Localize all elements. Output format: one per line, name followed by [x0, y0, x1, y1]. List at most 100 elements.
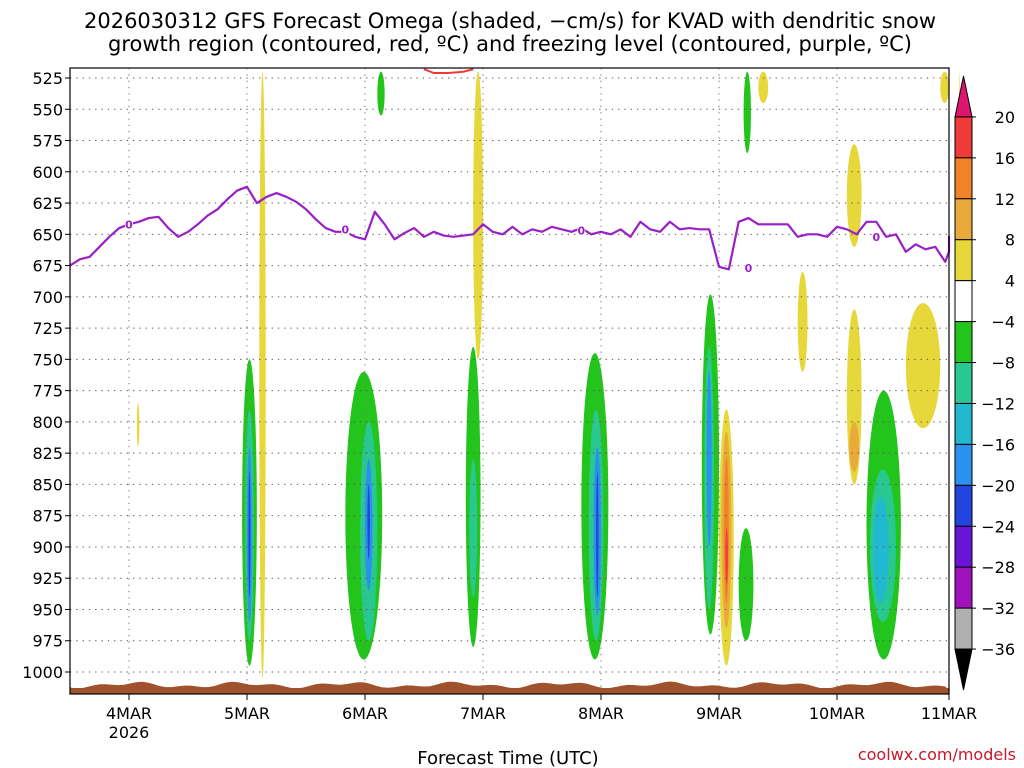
freezing-level-contour	[69, 185, 951, 271]
omega-blob-38	[377, 71, 385, 116]
omega-blob-25	[849, 421, 860, 472]
colorbar-label-10: −24	[981, 517, 1015, 536]
y-tick-label-875: 875	[32, 507, 63, 526]
omega-blob-11	[469, 459, 478, 597]
colorbar-label-11: −28	[981, 558, 1015, 577]
freezing-label-bg-2	[577, 224, 586, 237]
colorbar-label-8: −16	[981, 435, 1015, 454]
x-axis-label: Forecast Time (UTC)	[417, 748, 598, 768]
x-tick-sublabel-4MAR: 2026	[109, 723, 150, 742]
omega-blob-40	[136, 403, 140, 447]
y-tick-label-825: 825	[32, 444, 63, 463]
colorbar-swatch-6	[954, 321, 973, 364]
omega-blob-23	[738, 528, 754, 641]
colorbar-swatch-5	[954, 280, 973, 323]
contour-layer: 0 0 0 0 0	[69, 68, 951, 275]
colorbar-label-3: 8	[1005, 231, 1015, 250]
y-tick-label-950: 950	[32, 600, 63, 619]
omega-shading-layer	[136, 71, 965, 679]
dgz-contour	[423, 68, 474, 74]
omega-blob-36	[846, 144, 862, 247]
chart-title-line-2: growth region (contoured, red, ºC) and f…	[108, 32, 912, 56]
terrain-profile	[70, 681, 949, 694]
colorbar-swatch-13	[954, 607, 973, 650]
plot-frame	[69, 67, 950, 695]
freezing-label-bg-4	[872, 230, 881, 243]
omega-blob-35	[743, 71, 751, 154]
y-tick-label-975: 975	[32, 632, 63, 651]
y-tick-label-925: 925	[32, 569, 63, 588]
x-tick-label-6MAR: 6MAR	[342, 704, 388, 723]
omega-blob-39	[797, 271, 808, 372]
freezing-level-label: 0	[125, 218, 133, 231]
x-tick-label-9MAR: 9MAR	[696, 704, 742, 723]
y-tick-label-525: 525	[32, 69, 63, 88]
colorbar-swatch-7	[954, 362, 973, 404]
omega-blob-9	[473, 71, 484, 360]
x-tick-label-11MAR: 11MAR	[921, 704, 977, 723]
colorbar-cap-top	[954, 75, 973, 118]
x-tick-label-4MAR: 4MAR	[106, 704, 152, 723]
omega-blob-28	[872, 496, 889, 604]
colorbar-swatch-11	[954, 525, 973, 568]
colorbar-label-5: −4	[991, 313, 1015, 332]
x-tick-label-10MAR: 10MAR	[809, 704, 865, 723]
freezing-level-label: 0	[745, 262, 753, 275]
omega-blob-4	[248, 471, 251, 597]
omega-blob-18	[706, 371, 712, 547]
colorbar-label-13: −36	[981, 640, 1015, 659]
freezing-level-label: 0	[578, 225, 586, 238]
y-tick-label-1000: 1000	[22, 663, 63, 682]
y-tick-label-850: 850	[32, 475, 63, 494]
y-tick-label-600: 600	[32, 163, 63, 182]
colorbar-cap-bottom	[954, 648, 973, 691]
x-tick-label-8MAR: 8MAR	[578, 704, 624, 723]
chart-title: 2026030312 GFS Forecast Omega (shaded, −…	[84, 9, 936, 56]
y-tick-label-700: 700	[32, 288, 63, 307]
omega-blob-8	[367, 484, 370, 560]
colorbar-label-12: −32	[981, 599, 1015, 618]
colorbar: 20 16 12 8 4 −4 −8 −12 −16 −20 −24 −28 −32 −36	[954, 75, 1015, 691]
omega-blob-22	[725, 528, 728, 585]
y-tick-label-575: 575	[32, 132, 63, 151]
y-tick-label-625: 625	[32, 194, 63, 213]
colorbar-label-7: −12	[981, 394, 1015, 413]
colorbar-swatch-1	[954, 116, 973, 159]
y-tick-label-900: 900	[32, 538, 63, 557]
colorbar-swatch-8	[954, 402, 973, 445]
colorbar-label-2: 12	[995, 190, 1015, 209]
colorbar-swatch-3	[954, 198, 973, 241]
y-tick-label-725: 725	[32, 319, 63, 338]
plot-area	[70, 68, 949, 694]
x-tick-label-7MAR: 7MAR	[460, 704, 506, 723]
colorbar-label-9: −20	[981, 476, 1015, 495]
omega-blob-29	[905, 303, 941, 429]
y-tick-label-675: 675	[32, 257, 63, 276]
y-tick-label-750: 750	[32, 350, 63, 369]
colorbar-label-4: 4	[1005, 272, 1015, 291]
colorbar-swatch-12	[954, 566, 973, 609]
y-tick-label-800: 800	[32, 413, 63, 432]
colorbar-label-6: −8	[991, 354, 1015, 373]
omega-blob-37	[940, 71, 949, 104]
pressure-axis: 525 550 575 600 625 650 675 700 725 750 775 800 825 8…	[22, 69, 70, 682]
y-tick-label-650: 650	[32, 225, 63, 244]
y-tick-label-550: 550	[32, 100, 63, 119]
colorbar-label-1: 16	[995, 149, 1015, 168]
freezing-level-label: 0	[873, 231, 881, 244]
y-tick-label-775: 775	[32, 382, 63, 401]
omega-blob-15	[596, 471, 599, 597]
colorbar-swatch-10	[954, 484, 973, 527]
freezing-label-bg-3	[744, 262, 753, 275]
freezing-level-label: 0	[342, 223, 350, 236]
colorbar-label-0: 20	[995, 108, 1015, 127]
freezing-label-bg-1	[341, 223, 350, 236]
x-tick-label-5MAR: 5MAR	[224, 704, 270, 723]
chart-title-line-1: 2026030312 GFS Forecast Omega (shaded, −…	[84, 9, 936, 33]
freezing-label-bg-0	[125, 218, 133, 231]
colorbar-swatch-4	[954, 239, 973, 282]
colorbar-swatch-2	[954, 157, 973, 200]
credit-text: coolwx.com/models	[858, 745, 1016, 764]
